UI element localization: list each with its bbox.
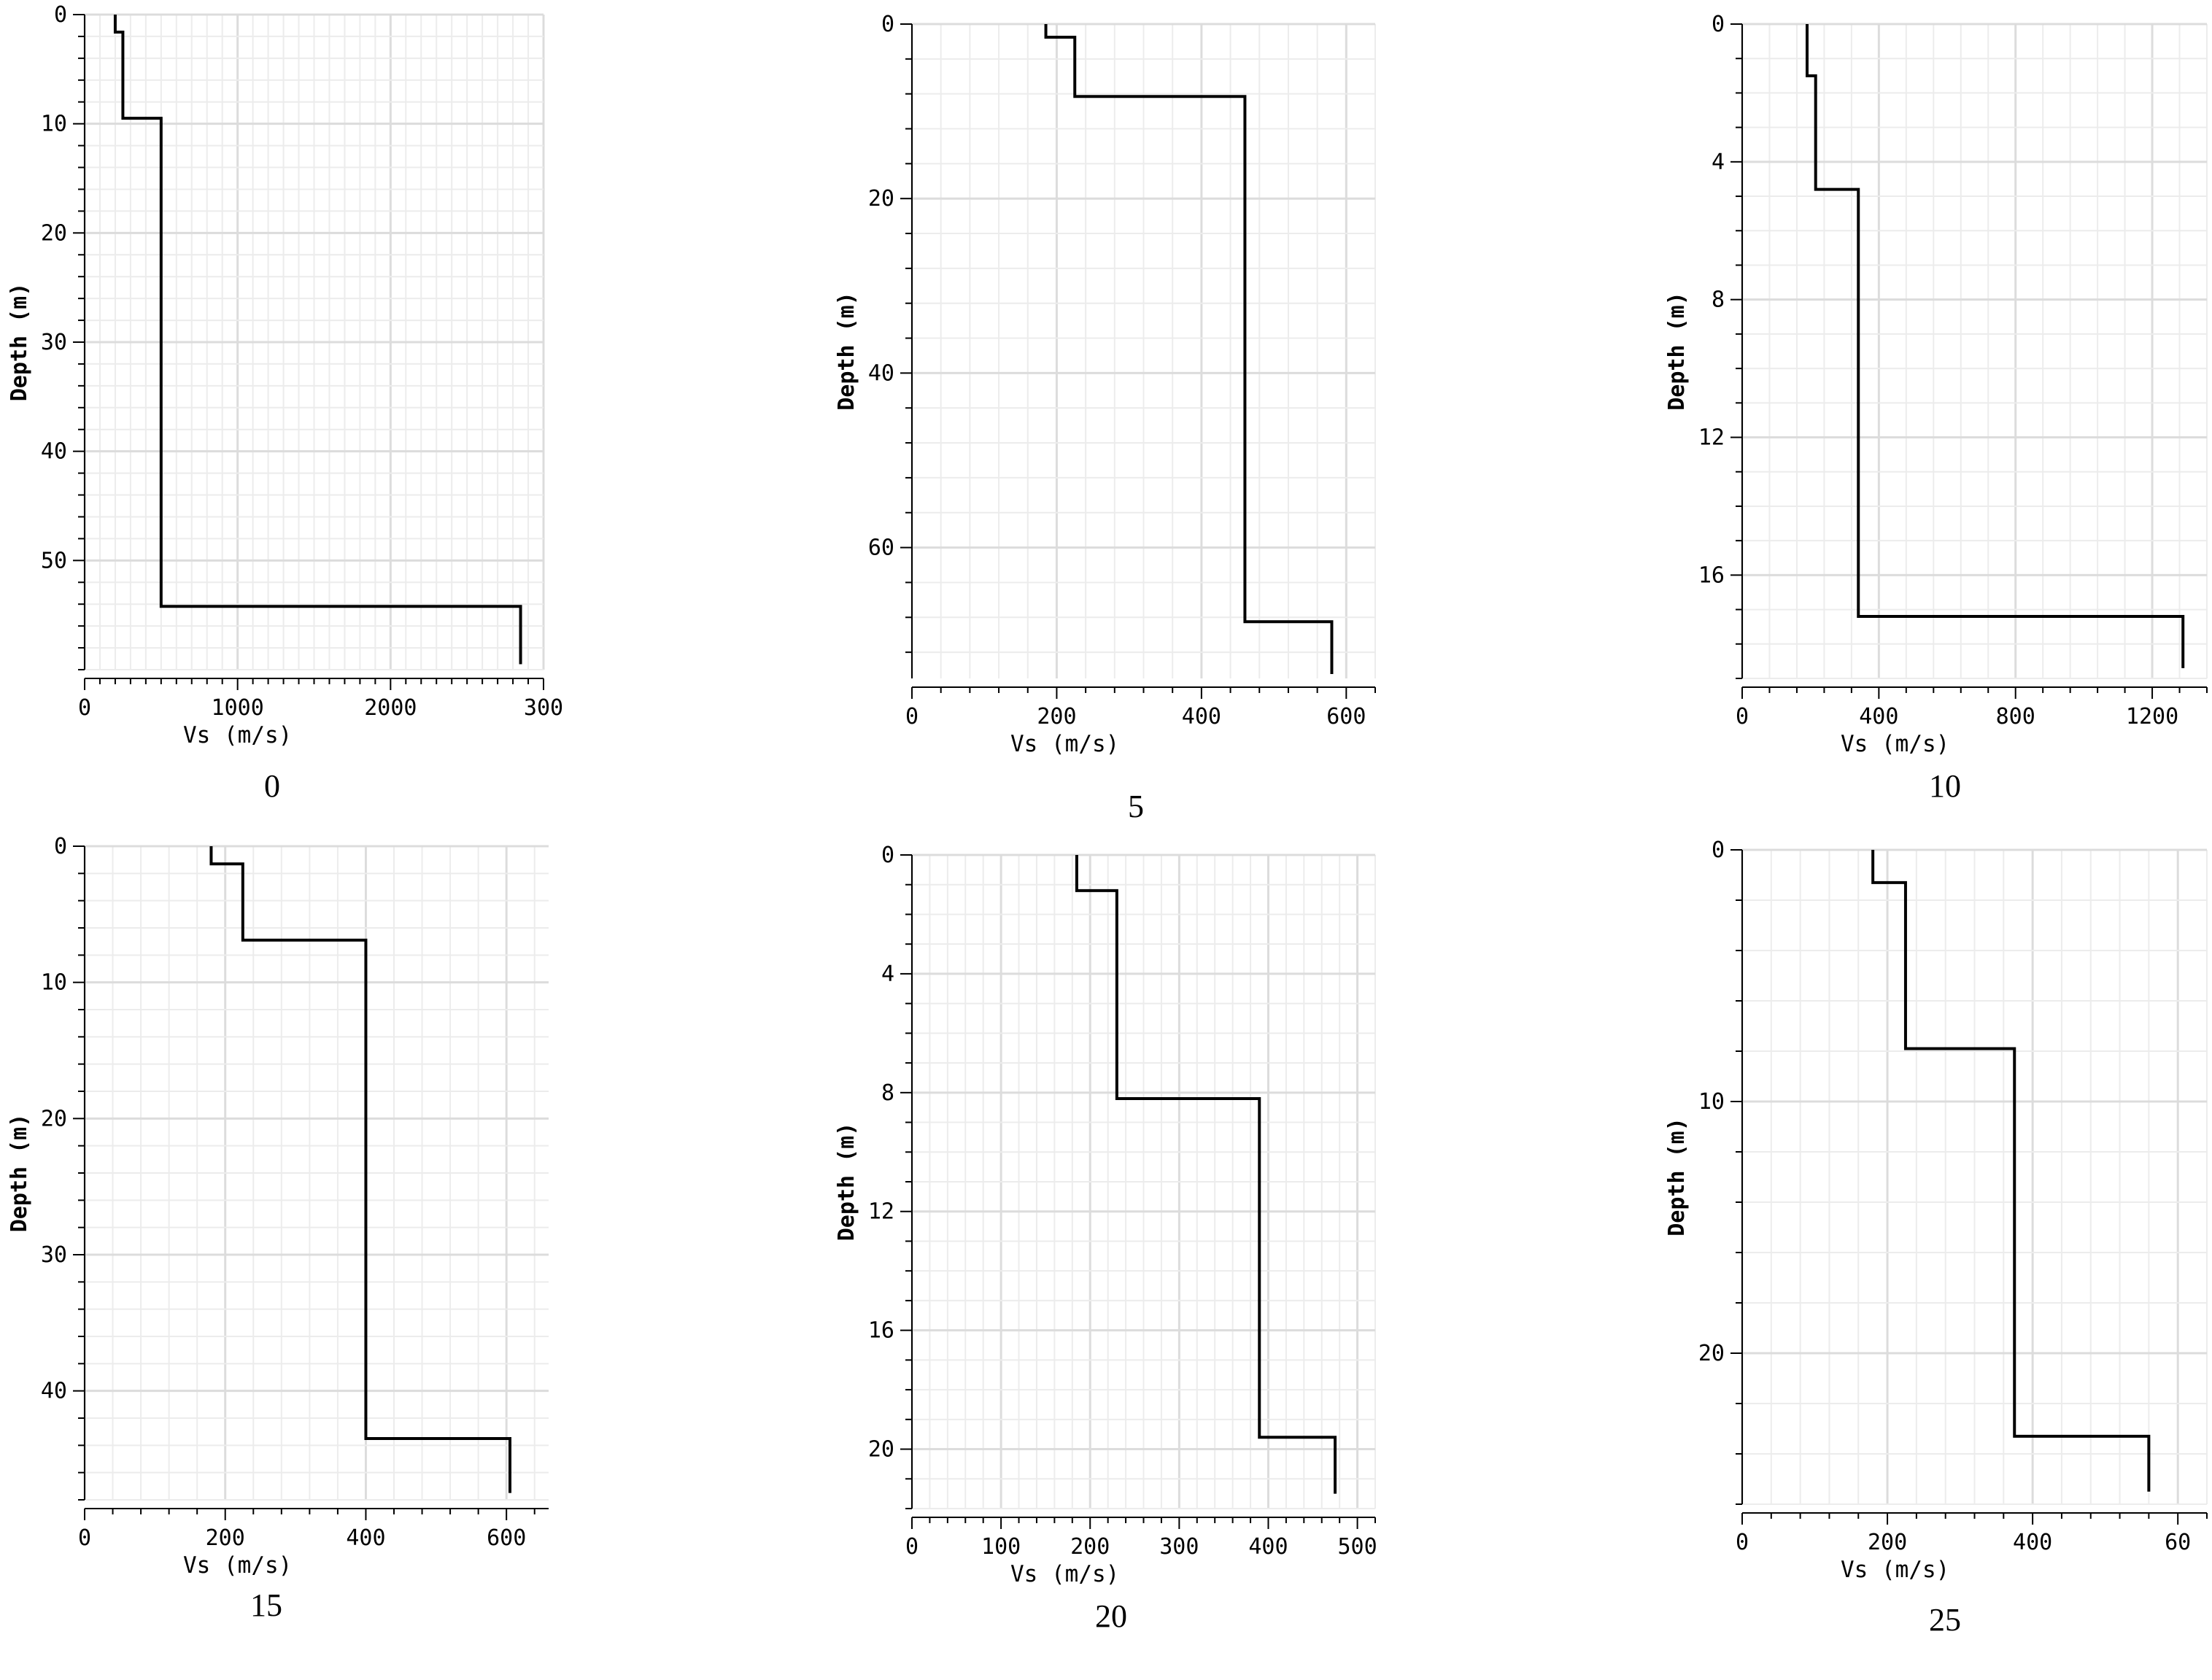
x-tick-label: 0 [1736,704,1749,729]
x-tick-label: 600 [1326,704,1366,729]
y-tick-label: 40 [41,1379,67,1404]
axes [900,854,1376,1529]
x-axis-title: Vs (m/s) [183,722,292,748]
grid [910,23,1376,678]
x-tick-label: 1000 [212,695,264,721]
y-tick-label: 20 [868,186,894,212]
y-axis-title: Depth (m) [834,1123,859,1242]
y-tick-label: 0 [1712,12,1725,37]
y-tick-label: 30 [41,330,67,355]
x-tick-label: 2000 [364,695,417,721]
axes [1730,23,2208,699]
x-tick-label: 0 [905,704,919,729]
y-tick-label: 0 [54,2,67,28]
y-tick-label: 60 [868,535,894,561]
y-tick-label: 16 [1698,562,1725,588]
grid [83,13,545,670]
y-tick-label: 0 [881,843,894,868]
x-tick-label: 600 [487,1525,526,1551]
y-tick-label: 16 [868,1318,894,1344]
panel-caption: 20 [1095,1598,1127,1634]
axes [900,23,1376,699]
grid [910,853,1376,1509]
chart-panel-0: 0 10 20 30 40 50 0 1000 2000 300 Vs (m/s) Depth (m)… [7,2,563,804]
x-tick-label: 400 [1859,704,1898,729]
x-tick-label: 200 [1868,1530,1907,1555]
y-tick-label: 0 [881,12,894,37]
y-axis-title: Depth (m) [7,283,32,402]
axes [73,845,549,1520]
x-tick-label: 200 [206,1525,245,1551]
x-axis-title: Vs (m/s) [1841,731,1949,757]
x-tick-label: 1200 [2126,704,2178,729]
x-tick-label: 60 [2165,1530,2191,1555]
x-tick-label: 400 [1182,704,1221,729]
y-tick-label: 10 [41,112,67,137]
y-tick-label: 12 [1698,425,1725,451]
panel-caption: 10 [1929,768,1961,804]
y-tick-label: 0 [54,834,67,859]
y-axis-title: Depth (m) [1664,292,1690,411]
y-tick-label: 10 [1698,1089,1725,1115]
x-tick-label: 200 [1070,1534,1110,1560]
y-tick-label: 20 [41,220,67,246]
panel-caption: 15 [250,1587,282,1623]
y-axis-title: Depth (m) [7,1114,32,1233]
vs-profile-line [113,15,522,665]
x-tick-label: 400 [1248,1534,1288,1560]
y-tick-label: 12 [868,1199,894,1225]
y-tick-label: 30 [41,1242,67,1268]
x-tick-label: 400 [346,1525,385,1551]
axes [1730,849,2208,1525]
panel-caption: 5 [1128,789,1144,824]
chart-panel-10: 0 4 8 12 16 0 400 800 1200 Vs (m/s) Depth (m) 10 [1664,12,2208,804]
y-axis-title: Depth (m) [834,292,859,411]
x-tick-label: 200 [1037,704,1076,729]
vs-profile-line [1805,24,2185,668]
y-axis-title: Depth (m) [1664,1118,1690,1236]
x-tick-label: 400 [2013,1530,2052,1555]
grid [1741,848,2208,1505]
x-axis-title: Vs (m/s) [1841,1557,1949,1583]
grid [83,845,549,1501]
y-tick-label: 0 [1712,837,1725,863]
x-tick-label: 800 [1996,704,2035,729]
y-tick-label: 8 [881,1080,894,1106]
y-tick-label: 50 [41,548,67,573]
x-tick-label: 300 [1159,1534,1199,1560]
x-axis-title: Vs (m/s) [1010,731,1119,757]
x-tick-label: 500 [1337,1534,1377,1560]
vs-profile-line [1871,850,2151,1492]
y-tick-label: 8 [1712,287,1725,313]
y-tick-label: 4 [1712,150,1725,175]
x-tick-label: 0 [905,1534,919,1560]
y-tick-label: 40 [41,439,67,465]
grid [1741,23,2208,679]
x-tick-label: 0 [78,695,91,721]
x-tick-label: 300 [524,695,563,721]
x-axis-title: Vs (m/s) [183,1552,292,1579]
x-tick-label: 0 [78,1525,91,1551]
panel-caption: 0 [264,768,280,804]
vs-profile-line [209,846,511,1493]
x-tick-label: 0 [1736,1530,1749,1555]
x-axis-title: Vs (m/s) [1010,1561,1119,1587]
vs-profile-line [1044,24,1334,675]
y-tick-label: 20 [1698,1341,1725,1366]
vs-profile-line [1075,855,1337,1494]
x-tick-label: 100 [981,1534,1021,1560]
panel-caption: 25 [1929,1602,1961,1638]
y-tick-label: 4 [881,961,894,987]
y-tick-label: 20 [868,1437,894,1463]
y-tick-label: 40 [868,360,894,386]
y-tick-label: 10 [41,970,67,996]
axes [73,14,544,690]
y-tick-label: 20 [41,1106,67,1131]
